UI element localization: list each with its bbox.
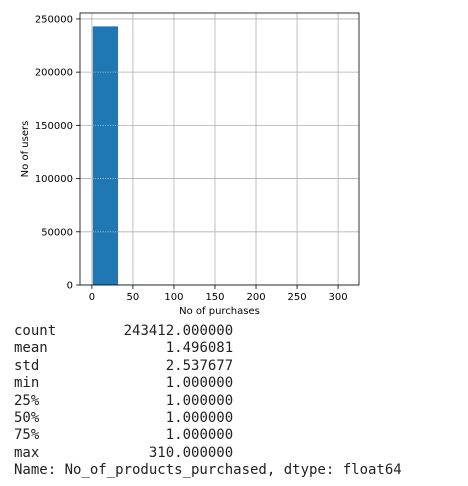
x-tick-label: 150 <box>205 292 224 303</box>
stats-row-min: min 1.000000 <box>14 375 402 392</box>
stats-row-count: count 243412.000000 <box>14 323 402 340</box>
stats-value: 1.000000 <box>165 410 234 427</box>
grid-overlay <box>92 71 119 233</box>
stats-label: 25% <box>14 392 40 409</box>
stats-label: 75% <box>14 427 40 444</box>
stats-label: std <box>14 357 40 374</box>
stats-label: min <box>14 375 40 392</box>
stats-label: max <box>14 444 40 461</box>
describe-output: count 243412.000000 mean 1.496081 std 2.53… <box>14 323 402 480</box>
stats-row-mean: mean 1.496081 <box>14 340 402 357</box>
stats-value: 1.000000 <box>165 392 234 409</box>
y-tick-label: 250000 <box>35 14 73 25</box>
x-tick-label: 100 <box>164 292 183 303</box>
stats-row-std: std 2.537677 <box>14 358 402 375</box>
stats-row-max: max 310.000000 <box>14 445 402 462</box>
stats-value: 310.000000 <box>148 444 234 461</box>
x-tick-label: 50 <box>127 292 140 303</box>
histogram-bar <box>92 26 119 285</box>
stats-label: count <box>14 323 57 339</box>
stats-value: 1.496081 <box>165 340 234 357</box>
x-axis-label: No of purchases <box>179 306 260 317</box>
x-tick-label: 250 <box>287 292 306 303</box>
stats-value: 2.537677 <box>165 357 234 374</box>
histogram-chart: 0 50 100 150 200 250 300 0 50000 100000 150000 2000… <box>20 12 360 317</box>
y-tick-label: 0 <box>67 281 73 292</box>
y-tick-label: 150000 <box>35 121 73 132</box>
x-tick-label: 300 <box>329 292 348 303</box>
y-tick-label: 200000 <box>35 68 73 79</box>
stats-row-50: 50% 1.000000 <box>14 410 402 427</box>
y-tick-label: 100000 <box>35 174 73 185</box>
axis-ticks: 0 50 100 150 200 250 300 0 50000 100000 150000 2000… <box>35 14 348 303</box>
stats-value: 1.000000 <box>165 375 234 392</box>
x-tick-label: 0 <box>89 292 95 303</box>
y-axis-label: No of users <box>20 121 31 178</box>
stats-label: 50% <box>14 410 40 427</box>
y-tick-label: 50000 <box>41 227 73 238</box>
stats-value: 1.000000 <box>165 427 234 444</box>
stats-footer: Name: No_of_products_purchased, dtype: f… <box>14 462 402 479</box>
grid-lines <box>80 13 359 286</box>
stats-value: 243412.000000 <box>123 323 234 339</box>
plot-frame <box>79 12 360 286</box>
stats-row-25: 25% 1.000000 <box>14 393 402 410</box>
histogram-bars <box>92 26 347 285</box>
stats-label: mean <box>14 340 48 357</box>
x-tick-label: 200 <box>246 292 265 303</box>
stats-row-75: 75% 1.000000 <box>14 427 402 444</box>
